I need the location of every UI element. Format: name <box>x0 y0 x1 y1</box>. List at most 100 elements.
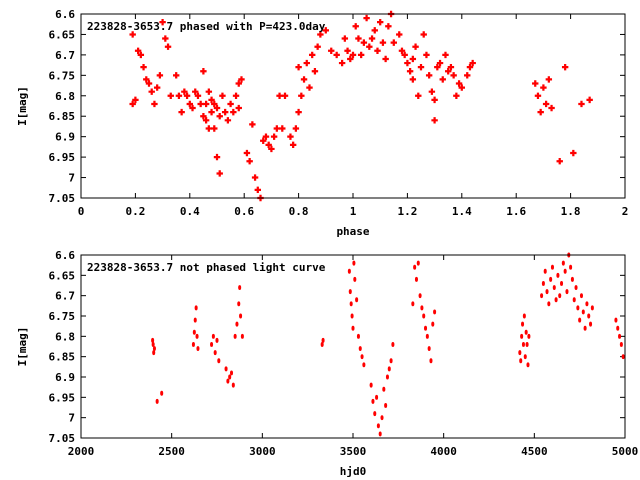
data-point <box>237 301 241 307</box>
data-point <box>341 35 349 42</box>
data-point <box>558 293 562 299</box>
data-point <box>137 51 145 59</box>
data-point <box>355 297 359 303</box>
chart-title: 223828-3653.7 not phased light curve <box>87 261 326 274</box>
data-point <box>215 337 219 343</box>
data-point <box>358 346 362 352</box>
y-axis-label: I[mag] <box>16 86 29 126</box>
data-point <box>243 149 251 157</box>
plot-frame <box>80 13 626 199</box>
y-tick-label: 6.85 <box>49 110 76 123</box>
data-point <box>464 72 471 79</box>
data-point <box>287 133 294 140</box>
data-point <box>453 92 460 99</box>
x-tick-label: 1.4 <box>452 205 472 218</box>
x-tick-label: 0.6 <box>234 205 254 218</box>
data-point <box>213 104 221 112</box>
data-point <box>224 117 232 124</box>
data-point <box>356 333 360 339</box>
x-tick-label: 1.2 <box>397 205 417 218</box>
data-point <box>545 76 553 83</box>
data-point <box>279 125 286 132</box>
data-point <box>418 293 422 299</box>
data-point <box>186 100 194 108</box>
data-point <box>230 108 237 116</box>
data-point <box>439 76 446 83</box>
data-point <box>455 80 463 87</box>
x-tick-label: 2500 <box>158 445 185 458</box>
data-point <box>228 374 232 380</box>
y-tick-label: 6.7 <box>55 49 75 62</box>
x-tick-label: 3000 <box>249 445 276 458</box>
x-tick-label: 2 <box>622 205 629 218</box>
data-point <box>298 92 305 99</box>
data-point <box>409 76 417 83</box>
data-point <box>314 43 321 50</box>
data-point <box>526 362 530 368</box>
data-point <box>152 346 156 352</box>
data-point <box>132 96 139 104</box>
data-point <box>273 125 281 132</box>
data-point <box>572 297 576 303</box>
data-point <box>333 51 340 59</box>
y-tick-labels: 6.6 6.65 6.7 6.75 6.8 6.85 6.9 6.95 7 7.05 <box>49 8 625 205</box>
data-point <box>391 341 395 347</box>
data-point <box>560 280 564 286</box>
data-point <box>231 382 235 388</box>
y-axis-label: I[mag] <box>16 327 29 367</box>
y-tick-label: 6.95 <box>49 151 76 164</box>
data-point <box>374 47 381 54</box>
data-point <box>378 431 382 437</box>
data-point <box>420 305 424 311</box>
data-point <box>431 96 438 104</box>
data-point <box>216 170 223 177</box>
data-point <box>292 125 300 132</box>
data-point <box>570 149 577 157</box>
data-point <box>192 88 199 95</box>
data-point <box>224 366 228 372</box>
data-point <box>289 141 297 149</box>
data-point <box>143 76 150 83</box>
data-point <box>522 313 526 319</box>
data-point <box>434 63 441 71</box>
data-point <box>239 313 243 319</box>
data-point <box>401 51 408 59</box>
data-point <box>194 305 198 311</box>
data-point <box>363 14 370 22</box>
x-tick-label: 4500 <box>521 445 548 458</box>
data-point <box>396 31 403 38</box>
data-point <box>129 31 136 38</box>
data-point <box>246 158 253 165</box>
data-point <box>153 84 161 91</box>
data-point <box>527 333 531 339</box>
data-point <box>227 100 234 108</box>
data-point <box>349 301 353 307</box>
x-tick-label: 0.8 <box>289 205 309 218</box>
data-point <box>338 59 346 67</box>
data-point <box>425 72 433 79</box>
data-point <box>200 113 207 120</box>
data-point <box>621 354 625 360</box>
unphased-light-curve-panel: 6.6 6.65 6.7 6.75 6.8 6.85 6.9 6.95 7 7.05 2000 25… <box>16 249 638 478</box>
data-point <box>196 346 200 352</box>
data-point <box>415 92 422 99</box>
chart-title: 223828-3653.7 phased with P=423.0day <box>87 20 326 33</box>
data-point <box>322 27 329 34</box>
data-point <box>563 268 567 274</box>
y-tick-label: 6.75 <box>49 310 76 323</box>
data-point <box>406 68 414 75</box>
data-point <box>579 293 583 299</box>
x-tick-label: 0 <box>78 205 85 218</box>
data-point <box>353 276 357 282</box>
data-point <box>348 289 352 295</box>
data-point <box>194 92 202 99</box>
data-point <box>369 382 373 388</box>
data-point <box>450 72 457 79</box>
data-point <box>352 23 359 30</box>
data-point <box>616 325 620 331</box>
data-point <box>217 358 221 364</box>
data-point <box>240 333 244 339</box>
data-point <box>423 51 430 59</box>
data-point <box>534 92 542 99</box>
